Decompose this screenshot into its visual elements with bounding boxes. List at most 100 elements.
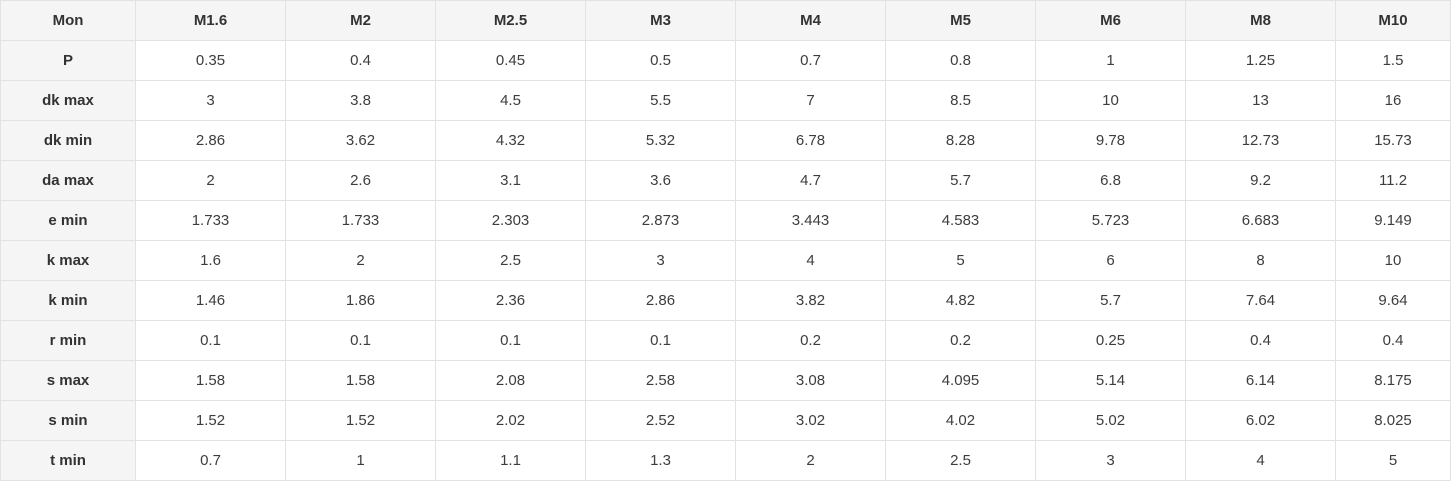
table-cell: 2.08 xyxy=(435,360,586,401)
table-cell: 5.5 xyxy=(585,80,736,121)
table-cell: 1.25 xyxy=(1185,40,1336,81)
table-cell: 3.1 xyxy=(435,160,586,201)
table-cell: 0.2 xyxy=(735,320,886,361)
table-cell: 11.2 xyxy=(1335,160,1451,201)
table-row: dk max 3 3.8 4.5 5.5 7 8.5 10 13 16 xyxy=(0,80,1451,121)
table-cell: 6.02 xyxy=(1185,400,1336,441)
table-cell: 2 xyxy=(285,240,436,281)
table-cell: 0.1 xyxy=(435,320,586,361)
table-cell: 1 xyxy=(285,440,436,481)
table-cell: 2.86 xyxy=(135,120,286,161)
table-cell: 0.8 xyxy=(885,40,1036,81)
table-cell: 4.5 xyxy=(435,80,586,121)
table-cell: 4 xyxy=(1185,440,1336,481)
table-row: s min 1.52 1.52 2.02 2.52 3.02 4.02 5.02 6.02 8.0… xyxy=(0,400,1451,441)
corner-header-cell: Mon xyxy=(0,0,136,41)
row-label: k max xyxy=(0,240,136,281)
table-cell: 4 xyxy=(735,240,886,281)
table-cell: 0.2 xyxy=(885,320,1036,361)
table-cell: 0.4 xyxy=(1185,320,1336,361)
table-cell: 9.64 xyxy=(1335,280,1451,321)
table-cell: 12.73 xyxy=(1185,120,1336,161)
table-cell: 9.2 xyxy=(1185,160,1336,201)
table-row: k min 1.46 1.86 2.36 2.86 3.82 4.82 5.7 7.64 9.64 xyxy=(0,280,1451,321)
row-label: k min xyxy=(0,280,136,321)
row-label: e min xyxy=(0,200,136,241)
table-cell: 4.095 xyxy=(885,360,1036,401)
table-header: Mon M1.6 M2 M2.5 M3 M4 M5 M6 M8 M10 xyxy=(0,0,1451,41)
column-header: M10 xyxy=(1335,0,1451,41)
table-cell: 0.5 xyxy=(585,40,736,81)
table-row: r min 0.1 0.1 0.1 0.1 0.2 0.2 0.25 0.4 0.4 xyxy=(0,320,1451,361)
table-cell: 2.873 xyxy=(585,200,736,241)
table-cell: 0.1 xyxy=(585,320,736,361)
column-header: M2.5 xyxy=(435,0,586,41)
column-header: M8 xyxy=(1185,0,1336,41)
table-cell: 3.8 xyxy=(285,80,436,121)
table-cell: 6.8 xyxy=(1035,160,1186,201)
table-cell: 0.4 xyxy=(285,40,436,81)
screw-dimensions-table: Mon M1.6 M2 M2.5 M3 M4 M5 M6 M8 M10 P 0.35 0.4 0.45… xyxy=(0,0,1451,481)
table-cell: 3.82 xyxy=(735,280,886,321)
table-row: da max 2 2.6 3.1 3.6 4.7 5.7 6.8 9.2 11.2 xyxy=(0,160,1451,201)
row-label: P xyxy=(0,40,136,81)
table-cell: 6 xyxy=(1035,240,1186,281)
table-cell: 6.14 xyxy=(1185,360,1336,401)
table-cell: 1.58 xyxy=(285,360,436,401)
table-cell: 2.5 xyxy=(435,240,586,281)
table-cell: 5 xyxy=(1335,440,1451,481)
table-cell: 3.62 xyxy=(285,120,436,161)
table-cell: 1.733 xyxy=(285,200,436,241)
column-header: M5 xyxy=(885,0,1036,41)
table-row: dk min 2.86 3.62 4.32 5.32 6.78 8.28 9.78 12.73 1… xyxy=(0,120,1451,161)
table-cell: 0.45 xyxy=(435,40,586,81)
table-cell: 9.78 xyxy=(1035,120,1186,161)
table-cell: 7.64 xyxy=(1185,280,1336,321)
column-header: M4 xyxy=(735,0,886,41)
table-cell: 4.32 xyxy=(435,120,586,161)
table-cell: 4.02 xyxy=(885,400,1036,441)
table-cell: 3.443 xyxy=(735,200,886,241)
table-cell: 5.7 xyxy=(885,160,1036,201)
table-cell: 5.723 xyxy=(1035,200,1186,241)
table-cell: 2 xyxy=(135,160,286,201)
table-cell: 0.35 xyxy=(135,40,286,81)
table-cell: 2.02 xyxy=(435,400,586,441)
table-cell: 1.86 xyxy=(285,280,436,321)
table-row: P 0.35 0.4 0.45 0.5 0.7 0.8 1 1.25 1.5 xyxy=(0,40,1451,81)
table-cell: 5.32 xyxy=(585,120,736,161)
table-cell: 1.733 xyxy=(135,200,286,241)
table-cell: 1.52 xyxy=(285,400,436,441)
row-label: s min xyxy=(0,400,136,441)
table-cell: 2.86 xyxy=(585,280,736,321)
table-row: k max 1.6 2 2.5 3 4 5 6 8 10 xyxy=(0,240,1451,281)
table-cell: 1.5 xyxy=(1335,40,1451,81)
table-row: s max 1.58 1.58 2.08 2.58 3.08 4.095 5.14 6.14 8.… xyxy=(0,360,1451,401)
table-cell: 2.303 xyxy=(435,200,586,241)
table-cell: 16 xyxy=(1335,80,1451,121)
table-cell: 10 xyxy=(1035,80,1186,121)
table-cell: 3.6 xyxy=(585,160,736,201)
table-cell: 0.4 xyxy=(1335,320,1451,361)
row-label: t min xyxy=(0,440,136,481)
table-cell: 5.7 xyxy=(1035,280,1186,321)
table-cell: 3.02 xyxy=(735,400,886,441)
row-label: dk min xyxy=(0,120,136,161)
table-cell: 2 xyxy=(735,440,886,481)
table-cell: 1.6 xyxy=(135,240,286,281)
table-cell: 3 xyxy=(1035,440,1186,481)
table-cell: 1.1 xyxy=(435,440,586,481)
table-cell: 9.149 xyxy=(1335,200,1451,241)
row-label: dk max xyxy=(0,80,136,121)
table-cell: 1 xyxy=(1035,40,1186,81)
column-header: M1.6 xyxy=(135,0,286,41)
table-cell: 1.46 xyxy=(135,280,286,321)
table-cell: 8.5 xyxy=(885,80,1036,121)
table-cell: 5.14 xyxy=(1035,360,1186,401)
table-cell: 0.7 xyxy=(735,40,886,81)
table-cell: 4.583 xyxy=(885,200,1036,241)
header-row: Mon M1.6 M2 M2.5 M3 M4 M5 M6 M8 M10 xyxy=(0,0,1451,41)
table-cell: 15.73 xyxy=(1335,120,1451,161)
table-cell: 4.82 xyxy=(885,280,1036,321)
